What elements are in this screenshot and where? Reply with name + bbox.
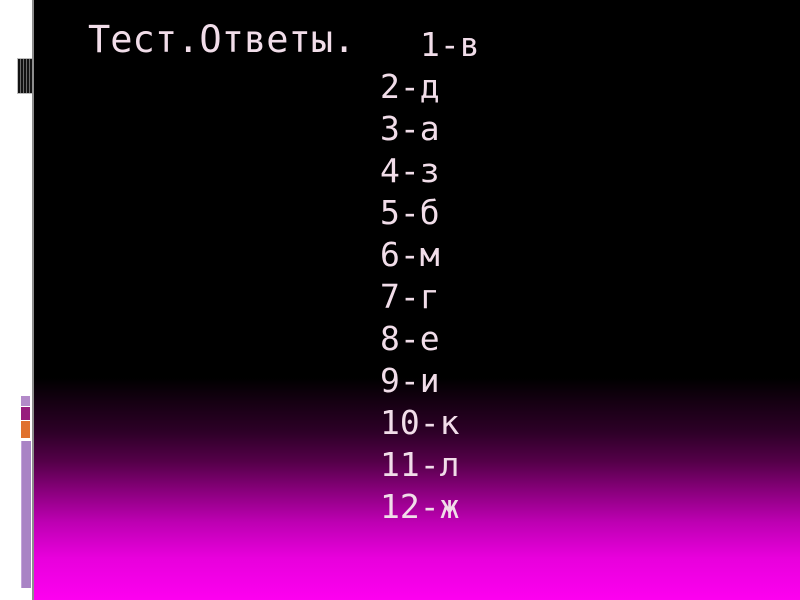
answer-item: 3-а bbox=[380, 109, 440, 148]
slide: Тест.Ответы. 1-в 2-д 3-а 4-з 5-б 6-м 7-г… bbox=[32, 0, 800, 600]
accent-bar-purple bbox=[21, 441, 31, 588]
answer-item: 2-д bbox=[380, 67, 440, 106]
answer-item: 4-з bbox=[380, 151, 440, 190]
answer-item: 7-г bbox=[380, 277, 440, 316]
answers-list: 1-в 2-д 3-а 4-з 5-б 6-м 7-г 8-е 9-и 10-к… bbox=[380, 24, 480, 528]
slide-title: Тест.Ответы. bbox=[88, 18, 356, 61]
accent-square-orange bbox=[21, 421, 30, 438]
answer-item: 5-б bbox=[380, 193, 440, 232]
answer-item: 11-л bbox=[380, 445, 460, 484]
accent-square-magenta bbox=[21, 407, 30, 420]
accent-square-purple bbox=[21, 396, 30, 406]
barcode-decoration-icon bbox=[17, 58, 33, 94]
answer-item: 12-ж bbox=[380, 487, 460, 526]
answer-item: 1-в bbox=[420, 25, 480, 64]
answer-item: 10-к bbox=[380, 403, 460, 442]
answer-item: 9-и bbox=[380, 361, 440, 400]
answer-item: 6-м bbox=[380, 235, 440, 274]
answer-item: 8-е bbox=[380, 319, 440, 358]
